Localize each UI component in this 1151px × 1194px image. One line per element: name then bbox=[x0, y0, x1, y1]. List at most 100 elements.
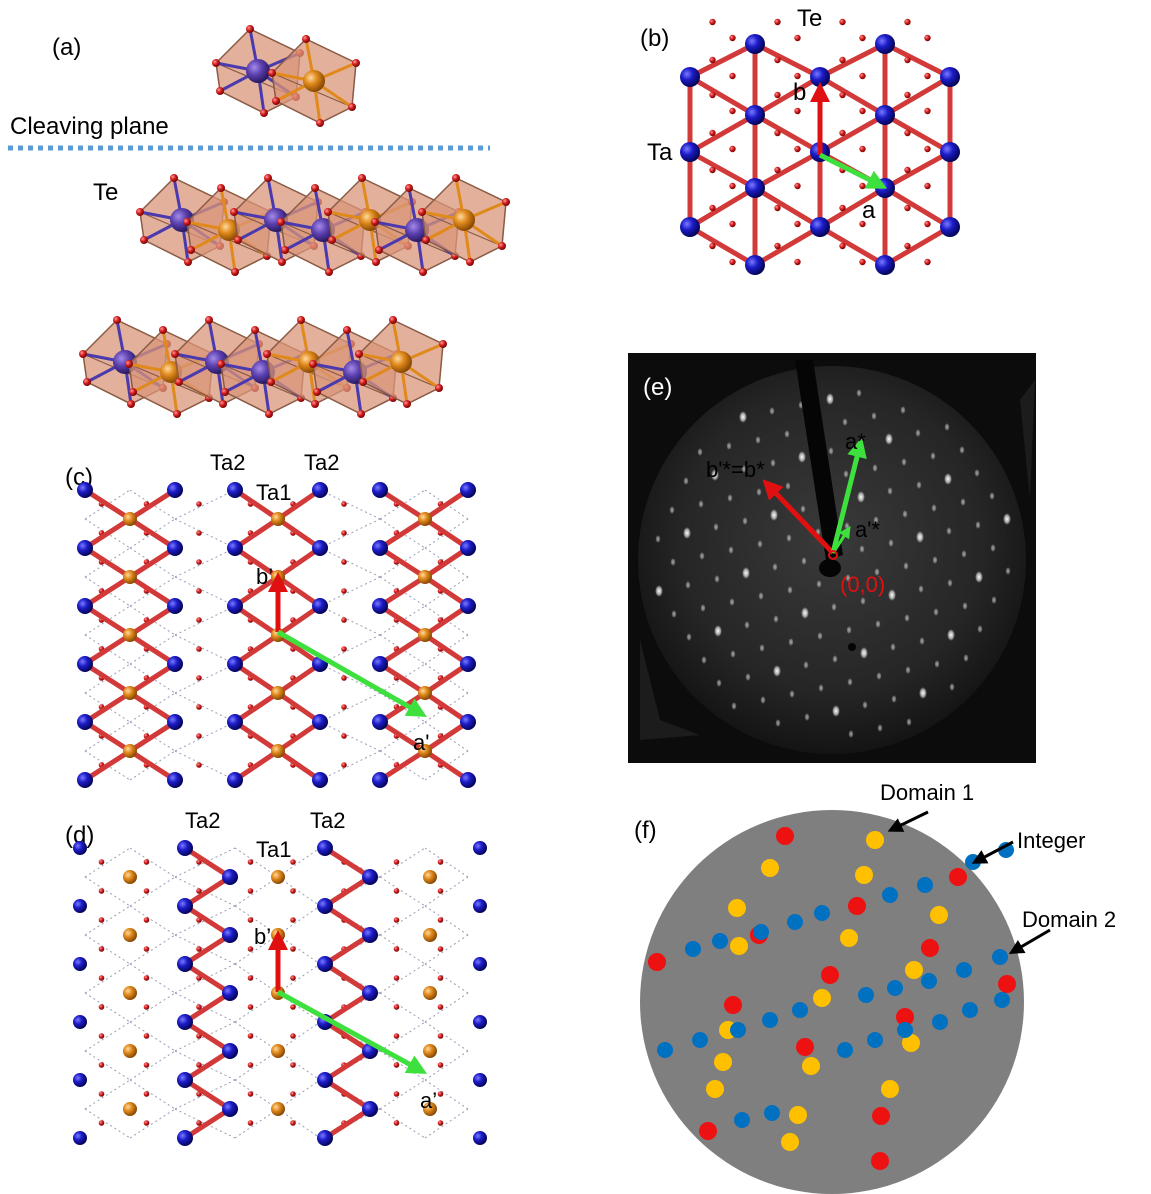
te-atom bbox=[324, 208, 332, 216]
te-atom bbox=[393, 1120, 400, 1126]
diffraction-spot bbox=[698, 500, 704, 508]
diffraction-spot bbox=[877, 724, 883, 732]
diffraction-spot bbox=[683, 527, 691, 539]
diffraction-spot bbox=[757, 540, 763, 548]
te-atom bbox=[774, 56, 781, 64]
chain-bond bbox=[183, 1048, 232, 1083]
ta2-atom bbox=[372, 598, 388, 614]
chain-bond bbox=[83, 545, 132, 580]
ta2-atom bbox=[312, 540, 328, 556]
te-atom bbox=[859, 182, 866, 190]
te-atom bbox=[358, 174, 366, 182]
diffraction-spot bbox=[755, 436, 761, 444]
te-atom bbox=[136, 208, 144, 216]
diffraction-spot bbox=[828, 447, 834, 455]
ta1-atom bbox=[123, 986, 137, 1000]
diffraction-spot bbox=[683, 477, 689, 485]
diffraction-spot bbox=[726, 442, 732, 450]
ta2-atom bbox=[362, 927, 378, 943]
integer-arrow bbox=[971, 840, 1014, 864]
diffraction-spot bbox=[860, 647, 868, 659]
te-atom bbox=[263, 350, 271, 358]
ta1-atom bbox=[418, 570, 432, 584]
diffraction-spot bbox=[731, 702, 737, 710]
ta1-atom bbox=[418, 686, 432, 700]
vector-b-label-c: b’ bbox=[256, 564, 273, 589]
domain2-spot bbox=[692, 1032, 708, 1048]
domain2-spot bbox=[921, 973, 937, 989]
diffraction-spot bbox=[931, 504, 937, 512]
ta2-atom bbox=[222, 1043, 238, 1059]
chain-bond bbox=[128, 748, 177, 783]
te-atom bbox=[794, 34, 801, 42]
te-atom bbox=[794, 72, 801, 80]
ta2-atom bbox=[473, 841, 487, 855]
diffraction-spot bbox=[989, 492, 995, 500]
ta2-atom bbox=[317, 1130, 333, 1146]
diffraction-spot bbox=[904, 614, 910, 622]
diffraction-spot bbox=[946, 527, 952, 535]
ta1-atom bbox=[418, 512, 432, 526]
domain2-spot bbox=[764, 1105, 780, 1121]
diffraction-spot bbox=[977, 625, 983, 633]
te-atom bbox=[437, 1120, 444, 1126]
ta2-atom bbox=[473, 957, 487, 971]
dotted-bond bbox=[379, 1108, 426, 1139]
ta2-atom bbox=[312, 714, 328, 730]
te-atom bbox=[341, 559, 347, 565]
chain-bond bbox=[423, 603, 470, 638]
te-atom bbox=[839, 18, 846, 26]
diffraction-spot bbox=[876, 672, 882, 680]
te-label-b: Te bbox=[797, 5, 822, 32]
ta2-atom bbox=[222, 985, 238, 1001]
diffraction-spot bbox=[962, 602, 968, 610]
diffraction-spot bbox=[959, 446, 965, 454]
diffraction-spot bbox=[818, 684, 824, 692]
ta1-atom bbox=[123, 870, 137, 884]
chain-bond bbox=[423, 690, 470, 725]
te-atom bbox=[196, 762, 202, 768]
te-atom bbox=[709, 204, 716, 212]
te-atom bbox=[98, 1120, 105, 1126]
te-atom bbox=[904, 91, 911, 99]
diffraction-spot bbox=[744, 621, 750, 629]
ta1-atom bbox=[123, 744, 137, 758]
dotted-bond bbox=[129, 1079, 176, 1110]
panel-c: (c) Ta2 Ta2 Ta1 b’ a' bbox=[65, 450, 476, 788]
te-atom bbox=[328, 236, 336, 244]
chain-bond bbox=[323, 961, 372, 996]
diffraction-spot bbox=[711, 469, 719, 481]
dotted-bond bbox=[424, 876, 469, 907]
domain1-spot bbox=[866, 831, 884, 849]
domain2-spot bbox=[897, 1022, 913, 1038]
diffraction-spot bbox=[773, 615, 779, 623]
integer-spot bbox=[648, 953, 666, 971]
te-atom bbox=[839, 56, 846, 64]
chain-bond bbox=[378, 487, 427, 522]
te-atom bbox=[437, 946, 444, 952]
te-atom bbox=[196, 1120, 202, 1126]
te-atom bbox=[247, 1004, 254, 1010]
te-atom bbox=[184, 258, 192, 266]
te-atom bbox=[393, 1004, 400, 1010]
te-atom bbox=[143, 1062, 150, 1068]
diffraction-spot bbox=[670, 558, 676, 566]
ta-atom bbox=[875, 34, 895, 54]
domain1-spot bbox=[813, 989, 831, 1007]
te-atom bbox=[143, 859, 150, 865]
domain2-spot bbox=[787, 914, 803, 930]
te-atom bbox=[729, 72, 736, 80]
te-atom bbox=[247, 1033, 254, 1039]
domain2-spot bbox=[965, 854, 981, 870]
chain-bond bbox=[423, 661, 470, 696]
vector-a-label-b: a bbox=[862, 197, 876, 224]
integer-spot bbox=[921, 939, 939, 957]
dotted-bond bbox=[174, 992, 236, 1023]
te-atom bbox=[794, 182, 801, 190]
diffraction-spot bbox=[887, 487, 893, 495]
dotted-bond bbox=[174, 489, 236, 520]
ta-ta-bond bbox=[818, 185, 887, 230]
diffraction-spot bbox=[773, 665, 781, 677]
te-atom bbox=[183, 218, 191, 226]
reciprocal-a-prime-arrow bbox=[831, 525, 851, 554]
